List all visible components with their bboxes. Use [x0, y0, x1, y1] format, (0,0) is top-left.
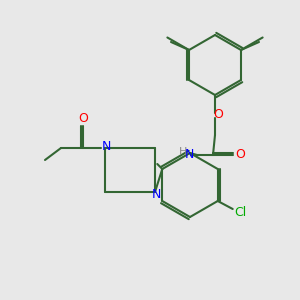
- Text: N: N: [101, 140, 111, 152]
- Text: Cl: Cl: [235, 206, 247, 218]
- Text: O: O: [213, 107, 223, 121]
- Text: O: O: [235, 148, 245, 161]
- Text: N: N: [184, 148, 194, 161]
- Text: N: N: [151, 188, 161, 200]
- Text: H: H: [179, 147, 187, 157]
- Text: O: O: [78, 112, 88, 124]
